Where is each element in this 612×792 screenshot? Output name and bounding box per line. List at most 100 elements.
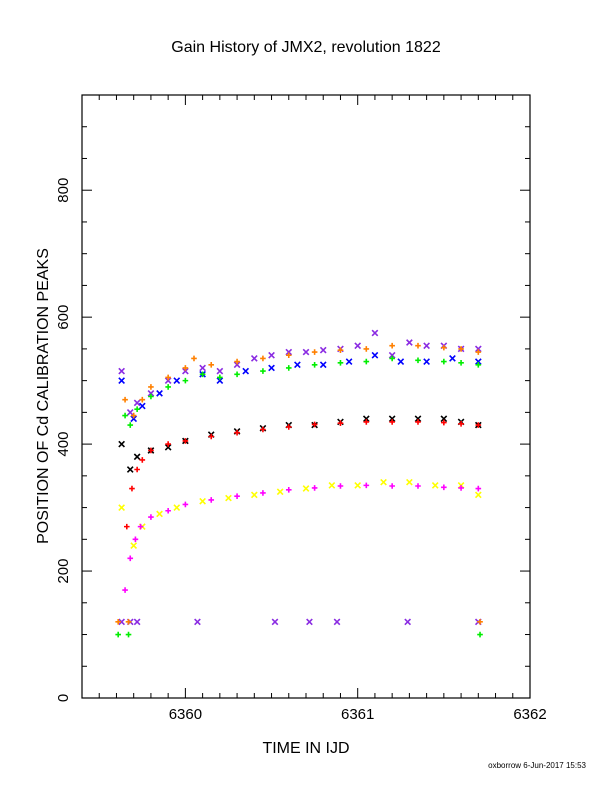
data-point (345, 358, 353, 365)
data-point (216, 377, 224, 384)
data-point (441, 344, 447, 351)
data-point (125, 631, 132, 638)
data-point (208, 497, 215, 503)
data-point (389, 342, 395, 349)
x-tick-label: 6361 (341, 706, 374, 723)
data-point (388, 415, 396, 423)
data-point (122, 587, 128, 593)
data-point (337, 420, 344, 426)
data-point (285, 352, 292, 359)
data-point (233, 361, 241, 369)
data-point (362, 415, 370, 423)
data-point (441, 419, 447, 426)
data-point (234, 358, 240, 365)
data-point (319, 346, 327, 354)
data-point (311, 421, 318, 428)
data-point (133, 453, 141, 461)
data-point (118, 377, 125, 384)
axis-tick-labels: 0 200 400 600 800 6360 6361 6362 (55, 178, 547, 723)
data-point (423, 358, 430, 365)
series-group (118, 351, 482, 423)
data-point (242, 367, 250, 375)
data-point (250, 355, 258, 362)
data-point (475, 485, 482, 492)
y-tick-label: 600 (55, 305, 72, 330)
data-point (440, 415, 448, 423)
data-point (474, 345, 482, 353)
data-point (129, 485, 135, 492)
data-point (268, 364, 275, 372)
data-point (389, 483, 395, 489)
data-point (285, 487, 292, 493)
y-tick-label: 400 (55, 432, 72, 457)
data-point (127, 555, 134, 562)
data-point (415, 419, 421, 425)
data-point (182, 438, 189, 444)
data-point (173, 504, 181, 511)
data-point (133, 618, 141, 626)
data-point (118, 618, 125, 626)
data-point (182, 501, 189, 508)
data-point (477, 619, 483, 625)
data-point (260, 490, 266, 496)
data-point (250, 491, 258, 499)
data-point (173, 377, 181, 384)
series-group (115, 631, 483, 638)
series-group (122, 482, 482, 593)
data-point (148, 447, 154, 454)
data-point (328, 481, 336, 489)
data-point (194, 618, 201, 626)
data-point (333, 618, 341, 626)
data-point (311, 485, 318, 491)
data-point (354, 481, 362, 489)
data-point (260, 368, 266, 374)
data-point (156, 510, 163, 518)
data-point (130, 415, 138, 423)
data-point (337, 347, 344, 353)
data-point (217, 374, 223, 381)
data-point (441, 484, 447, 491)
data-point (475, 422, 482, 428)
x-tick-label: 6360 (169, 706, 202, 723)
data-point (191, 355, 197, 362)
data-point (208, 433, 215, 440)
data-point (132, 536, 139, 543)
data-point (118, 367, 125, 375)
data-point (389, 355, 395, 362)
data-point (122, 396, 128, 403)
data-point (133, 399, 141, 407)
data-point (294, 361, 301, 369)
data-point (164, 377, 172, 384)
data-point (363, 419, 370, 425)
data-point (234, 493, 240, 499)
data-point (285, 365, 292, 371)
data-point (182, 365, 189, 371)
data-point (319, 361, 327, 369)
data-point (475, 349, 482, 355)
data-point (458, 420, 464, 427)
data-point (302, 348, 310, 356)
data-point (477, 631, 483, 638)
data-point (182, 377, 189, 384)
data-point (124, 523, 130, 530)
series-group (118, 415, 482, 473)
y-axis-label: POSITION OF Cd CALIBRATION PEAKS (35, 248, 52, 544)
series-group (115, 619, 483, 625)
data-point (337, 483, 344, 489)
data-point (138, 402, 146, 410)
data-point (414, 415, 422, 423)
data-point (115, 619, 121, 625)
data-point (130, 412, 137, 419)
data-point (148, 514, 154, 520)
data-point (337, 360, 344, 366)
data-point (371, 329, 379, 337)
axis-ticks (82, 95, 531, 699)
data-point (165, 374, 171, 381)
data-point (441, 358, 447, 365)
footer-credit: oxborrow 6-Jun-2017 15:53 (488, 761, 586, 770)
data-point (302, 485, 310, 492)
data-point (126, 466, 134, 473)
data-point (234, 429, 240, 436)
data-point (474, 358, 482, 365)
data-point (126, 409, 134, 416)
